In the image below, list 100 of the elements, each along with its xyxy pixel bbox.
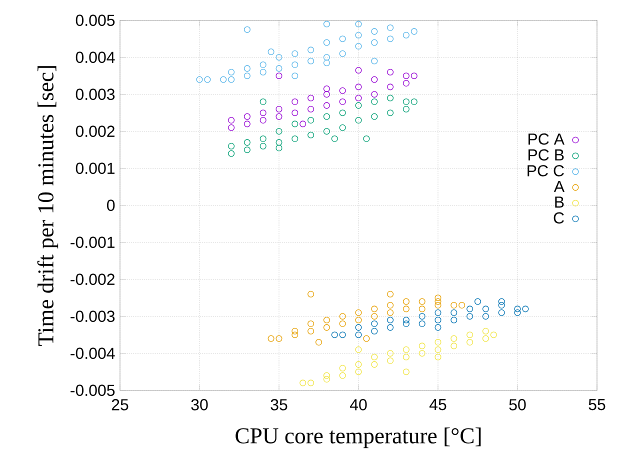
point <box>276 335 282 342</box>
point <box>308 380 314 386</box>
point <box>450 335 458 342</box>
point <box>276 144 282 152</box>
point <box>292 98 298 105</box>
y-tick-label: 0.005 <box>76 14 115 26</box>
point <box>434 338 442 346</box>
point <box>355 346 362 353</box>
point <box>387 290 394 298</box>
point <box>228 76 235 83</box>
legend-label: B <box>555 196 564 208</box>
legend-label: A <box>554 180 565 192</box>
point <box>228 150 235 157</box>
point <box>228 142 235 150</box>
point <box>450 309 458 316</box>
x-tick-label: 45 <box>429 399 446 410</box>
point <box>308 320 314 327</box>
point <box>196 76 203 83</box>
point <box>466 313 474 320</box>
point <box>260 98 266 105</box>
point <box>260 110 266 116</box>
point <box>482 313 489 320</box>
point <box>371 91 378 98</box>
point <box>402 316 410 324</box>
point <box>292 50 298 57</box>
point <box>292 135 298 142</box>
point <box>339 372 346 379</box>
point <box>387 324 394 331</box>
point <box>434 346 442 353</box>
point <box>244 113 250 120</box>
point <box>402 80 410 87</box>
point <box>292 72 298 80</box>
point <box>371 98 378 105</box>
point <box>514 306 521 312</box>
point <box>387 316 394 324</box>
point <box>204 76 211 83</box>
x-tick-label: 35 <box>270 399 288 410</box>
point <box>363 335 370 342</box>
point <box>220 76 227 83</box>
y-tick-label: 0.002 <box>76 126 114 137</box>
point <box>276 139 282 146</box>
x-tick-label: 50 <box>509 399 526 410</box>
point <box>323 86 330 92</box>
point <box>434 309 442 316</box>
point <box>482 328 489 334</box>
point <box>292 110 298 116</box>
point <box>498 298 505 305</box>
point <box>482 335 489 342</box>
point <box>308 106 314 112</box>
point <box>355 361 362 368</box>
point <box>418 350 426 357</box>
y-tick-label: 0.004 <box>76 52 115 63</box>
point <box>482 306 489 312</box>
point <box>402 32 410 38</box>
legend-label: C <box>554 212 564 224</box>
point <box>402 368 410 376</box>
point <box>339 36 346 42</box>
legend-label: PC A <box>528 133 565 145</box>
point <box>244 26 250 33</box>
y-tick-label: -0.003 <box>70 310 115 322</box>
x-tick-label: 30 <box>191 399 208 410</box>
point <box>371 28 378 35</box>
point <box>331 135 338 142</box>
point <box>331 332 338 338</box>
point <box>410 28 418 35</box>
point <box>355 102 362 109</box>
point <box>410 98 418 105</box>
y-tick-label: -0.001 <box>70 236 114 248</box>
point <box>339 320 346 327</box>
point <box>498 309 505 316</box>
point <box>323 60 330 66</box>
point <box>260 142 266 150</box>
point <box>315 338 322 346</box>
point <box>228 68 235 76</box>
point <box>371 313 378 320</box>
point <box>402 72 410 80</box>
point <box>308 116 314 124</box>
point <box>371 113 378 120</box>
point <box>410 72 418 80</box>
point <box>371 320 378 327</box>
point <box>387 84 394 90</box>
point <box>371 39 378 46</box>
y-tick-label: 0.003 <box>76 88 115 100</box>
point <box>339 98 346 105</box>
x-tick-label: 25 <box>112 399 128 410</box>
y-tick-label: -0.002 <box>70 274 114 285</box>
y-axis-title: Time drift per 10 minutes [sec] <box>37 66 58 346</box>
point <box>466 306 474 312</box>
point <box>292 61 298 68</box>
point <box>387 357 394 364</box>
point <box>418 342 426 350</box>
point <box>355 116 362 124</box>
point <box>418 313 426 320</box>
point <box>522 306 529 312</box>
point <box>498 302 505 308</box>
point <box>339 124 346 131</box>
point <box>355 94 362 102</box>
point <box>244 65 250 72</box>
point <box>292 332 298 338</box>
point <box>268 335 274 342</box>
